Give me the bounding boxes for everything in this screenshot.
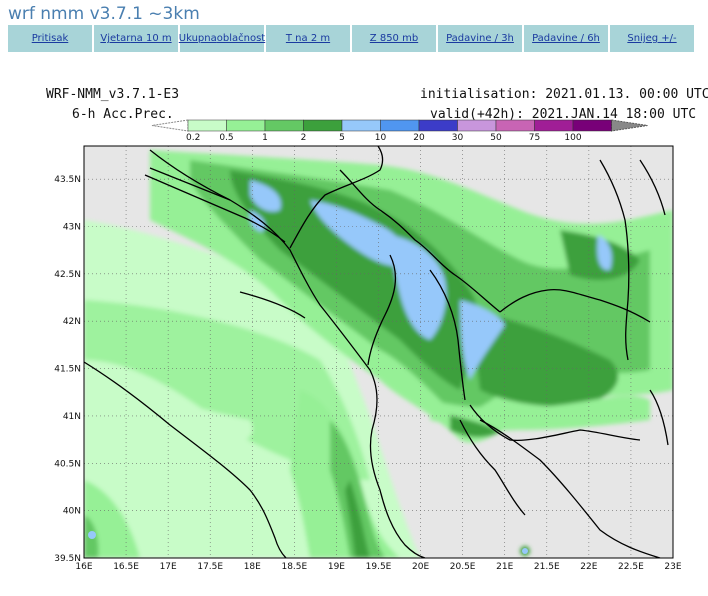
product-label: 6-h Acc.Prec. bbox=[72, 107, 174, 122]
nav-link-5[interactable]: Z 850 mb bbox=[352, 25, 436, 52]
lon-tick-label: 18E bbox=[244, 562, 261, 572]
forecast-map-panel: WRF-NMM_v3.7.1-E3 6-h Acc.Prec. initiali… bbox=[0, 60, 708, 592]
nav-link-8[interactable]: Snijeg +/- bbox=[610, 25, 694, 52]
nav-link-4[interactable]: T na 2 m bbox=[266, 25, 350, 52]
legend-swatch bbox=[341, 119, 381, 132]
legend-swatch bbox=[264, 119, 304, 132]
legend-swatch bbox=[495, 119, 535, 132]
legend-label: 5 bbox=[339, 133, 345, 143]
nav-link-1[interactable]: Pritisak bbox=[8, 25, 92, 52]
lon-tick-label: 16.5E bbox=[113, 562, 139, 572]
legend-label: 1 bbox=[262, 133, 268, 143]
lon-tick-label: 19.5E bbox=[366, 562, 392, 572]
legend-label: 100 bbox=[564, 133, 581, 143]
page-title: wrf nmm v3.7.1 ~3km bbox=[8, 4, 200, 24]
latitude-ticks: 43.5N 43N 42.5N 42N 41.5N 41N 40.5N 40N 39.5N bbox=[54, 175, 81, 564]
nav-link-label-line: na 10 m bbox=[130, 33, 172, 44]
valid-time: valid(+42h): 2021.JAN.14 18:00 UTC bbox=[430, 107, 696, 122]
model-label: WRF-NMM_v3.7.1-E3 bbox=[46, 87, 179, 102]
legend-swatch bbox=[457, 119, 497, 132]
nav-link-label-line: T na 2 m bbox=[285, 33, 331, 44]
lat-tick-label: 40N bbox=[63, 507, 81, 517]
lon-tick-label: 17E bbox=[160, 562, 177, 572]
nav-link-label-line: Pritisak bbox=[31, 33, 69, 44]
legend-label: 0.5 bbox=[219, 133, 233, 143]
nav-link-label-line: Ukupna bbox=[178, 33, 217, 44]
nav-link-label-line: Padavine / 3h bbox=[446, 33, 514, 44]
lon-tick-label: 21E bbox=[496, 562, 513, 572]
lon-tick-label: 16E bbox=[75, 562, 92, 572]
legend-swatch bbox=[226, 119, 266, 132]
nav-link-2[interactable]: Vjetar na 10 m bbox=[94, 25, 178, 52]
lon-tick-label: 17.5E bbox=[197, 562, 223, 572]
lat-tick-label: 42.5N bbox=[54, 270, 81, 280]
lat-tick-label: 43N bbox=[63, 223, 81, 233]
legend-swatch bbox=[418, 119, 458, 132]
lat-tick-label: 42N bbox=[63, 317, 81, 327]
legend-label: 10 bbox=[375, 133, 387, 143]
legend-label: 0.2 bbox=[186, 133, 200, 143]
lon-tick-label: 18.5E bbox=[281, 562, 307, 572]
longitude-ticks: 16E 16.5E 17E 17.5E 18E 18.5E 19E 19.5E 20E 20.5E… bbox=[75, 562, 681, 572]
nav-link-6[interactable]: Padavine / 3h bbox=[438, 25, 522, 52]
legend-swatch bbox=[534, 119, 574, 132]
legend-label: 30 bbox=[452, 133, 464, 143]
lat-tick-label: 41.5N bbox=[54, 365, 81, 375]
product-nav: Pritisak Vjetar na 10 m Ukupna oblačnost T na… bbox=[8, 25, 694, 52]
legend-swatch bbox=[187, 119, 227, 132]
map-frame bbox=[83, 145, 674, 559]
legend-swatch bbox=[380, 119, 420, 132]
legend-label: 2 bbox=[301, 133, 307, 143]
nav-link-7[interactable]: Padavine / 6h bbox=[524, 25, 608, 52]
legend-swatch bbox=[572, 119, 612, 132]
lat-tick-label: 41N bbox=[63, 412, 81, 422]
lat-tick-label: 39.5N bbox=[54, 554, 81, 564]
legend-label: 75 bbox=[529, 133, 540, 143]
lon-tick-label: 20.5E bbox=[450, 562, 476, 572]
lat-tick-label: 40.5N bbox=[54, 459, 81, 469]
coastlines-borders bbox=[84, 146, 669, 558]
init-time: initialisation: 2021.01.13. 00:00 UTC bbox=[420, 87, 708, 102]
precip-field bbox=[84, 146, 673, 558]
legend-label: 50 bbox=[490, 133, 502, 143]
lon-tick-label: 23E bbox=[664, 562, 681, 572]
precipitation-map: WRF-NMM_v3.7.1-E3 6-h Acc.Prec. initiali… bbox=[46, 87, 708, 572]
nav-link-label-line: Vjetar bbox=[100, 33, 131, 44]
legend-label: 20 bbox=[413, 133, 425, 143]
lon-tick-label: 20E bbox=[412, 562, 429, 572]
lon-tick-label: 22.5E bbox=[618, 562, 644, 572]
nav-link-label-line: Snijeg +/- bbox=[627, 33, 677, 44]
lat-tick-label: 43.5N bbox=[54, 175, 81, 185]
lon-tick-label: 21.5E bbox=[534, 562, 560, 572]
legend-swatch bbox=[303, 119, 343, 132]
nav-link-3[interactable]: Ukupna oblačnost bbox=[178, 25, 266, 52]
nav-link-label-line: Z 850 mb bbox=[369, 33, 419, 44]
nav-link-label-line: oblačnost bbox=[216, 33, 266, 44]
nav-link-label-line: Padavine / 6h bbox=[532, 33, 600, 44]
lon-tick-label: 19E bbox=[328, 562, 345, 572]
color-legend: 0.2 0.5 1 2 5 10 20 30 50 75 100 bbox=[151, 119, 648, 143]
lon-tick-label: 22E bbox=[580, 562, 597, 572]
